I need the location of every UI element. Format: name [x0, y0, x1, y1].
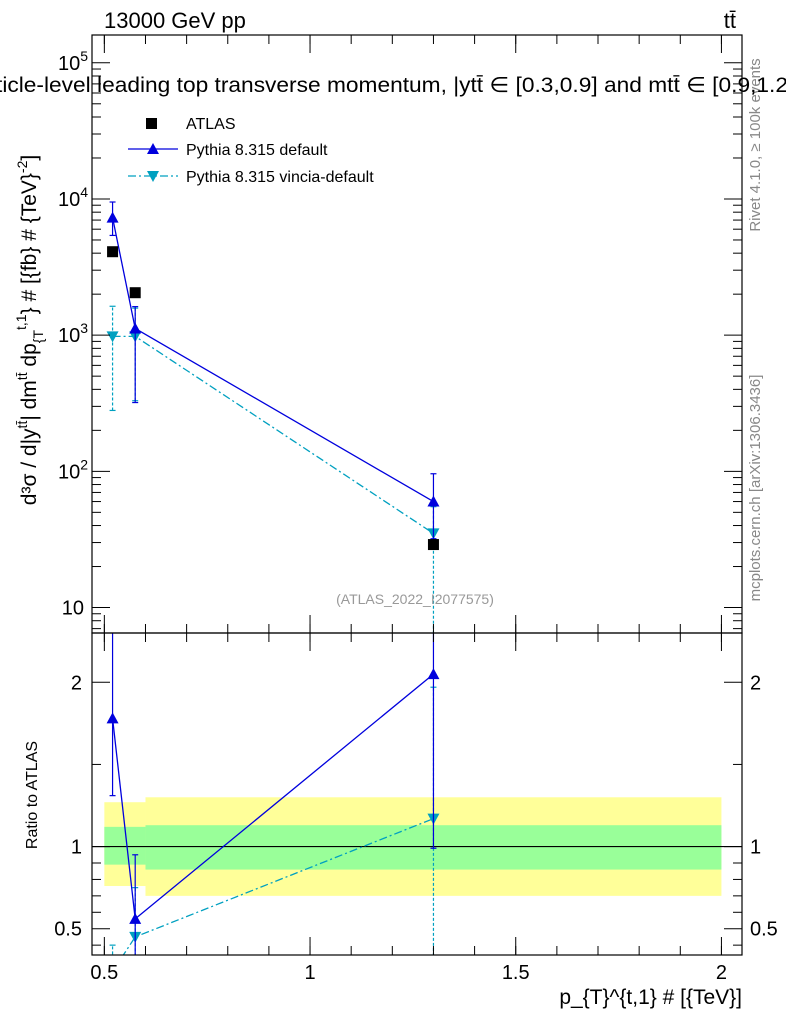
- main-default-marker-2: [427, 495, 440, 507]
- ratio-ytick-label-right-2: 2: [750, 672, 761, 694]
- mcplots-label: mcplots.cern.ch [arXiv:1306.3436]: [747, 375, 764, 602]
- rivet-version-label: Rivet 4.1.0, ≥ 100k events: [747, 58, 764, 231]
- main-vincia-marker-0: [106, 331, 119, 343]
- ratio-ytick-label-right-1: 1: [750, 837, 761, 859]
- main-atlas-marker-0: [107, 246, 119, 258]
- legend-label-vincia: Pythia 8.315 vincia-default: [186, 169, 374, 186]
- main-default-line: [111, 217, 434, 503]
- ratio-ytick-label-1: 1: [71, 837, 82, 859]
- main-atlas-marker-1: [129, 287, 141, 299]
- main-ytick-label-4: 105: [58, 48, 88, 75]
- main-default-marker-1: [129, 322, 142, 334]
- ratio-uncertainty-bands: [92, 797, 742, 896]
- ratio-default-marker-2: [427, 668, 440, 680]
- xtick-label-2: 1.5: [502, 962, 530, 984]
- ratio-default-marker-1: [129, 912, 142, 924]
- legend: ATLAS Pythia 8.315 default Pythia 8.315 …: [128, 116, 374, 186]
- legend-label-default: Pythia 8.315 default: [186, 142, 328, 159]
- xtick-label-3: 2: [716, 962, 727, 984]
- ratio-ylabel: Ratio to ATLAS: [24, 741, 41, 849]
- main-ytick-label-1: 102: [58, 456, 88, 483]
- legend-marker-default: [147, 143, 159, 154]
- main-ytick-label-0: 10: [62, 598, 84, 620]
- ratio-frame: [91, 632, 743, 956]
- ratio-ytick-label-0: 0.5: [54, 919, 82, 941]
- main-default-marker-0: [106, 211, 119, 223]
- ratio-ytick-label-2: 2: [71, 672, 82, 694]
- energy-label: 13000 GeV pp: [104, 8, 246, 33]
- ratio-default-marker-0: [106, 712, 119, 724]
- legend-marker-atlas: [146, 118, 157, 129]
- xlabel: p_{T}^{t,1} # [{TeV}]: [559, 986, 742, 1009]
- main-ytick-label-3: 104: [58, 184, 88, 211]
- main-ytick-label-2: 103: [58, 320, 88, 347]
- analysis-watermark: (ATLAS_2022_I2077575): [336, 591, 494, 607]
- main-panel: [106, 201, 440, 633]
- xtick-label-1: 1: [304, 962, 315, 984]
- axes: 10 102 103 104 105 0.5 1 1.5 2 0.5 0.5 1 1 2 2: [54, 35, 778, 984]
- ratio-ytick-label-right-0: 0.5: [750, 919, 778, 941]
- plot-title: ticle-level leading top transverse momen…: [0, 74, 786, 97]
- legend-label-atlas: ATLAS: [186, 116, 236, 133]
- main-atlas-marker-2: [427, 539, 439, 551]
- process-label: tt̄: [724, 8, 736, 33]
- main-vincia-line: [112, 335, 434, 534]
- xtick-label-0: 0.5: [90, 962, 118, 984]
- main-ylabel: d³σ / d|ytt̄| dmtt̄ dp{Tt,1} # [{fb} # {…: [13, 155, 46, 505]
- legend-marker-vincia: [147, 171, 159, 182]
- ratio-panel: [106, 633, 440, 955]
